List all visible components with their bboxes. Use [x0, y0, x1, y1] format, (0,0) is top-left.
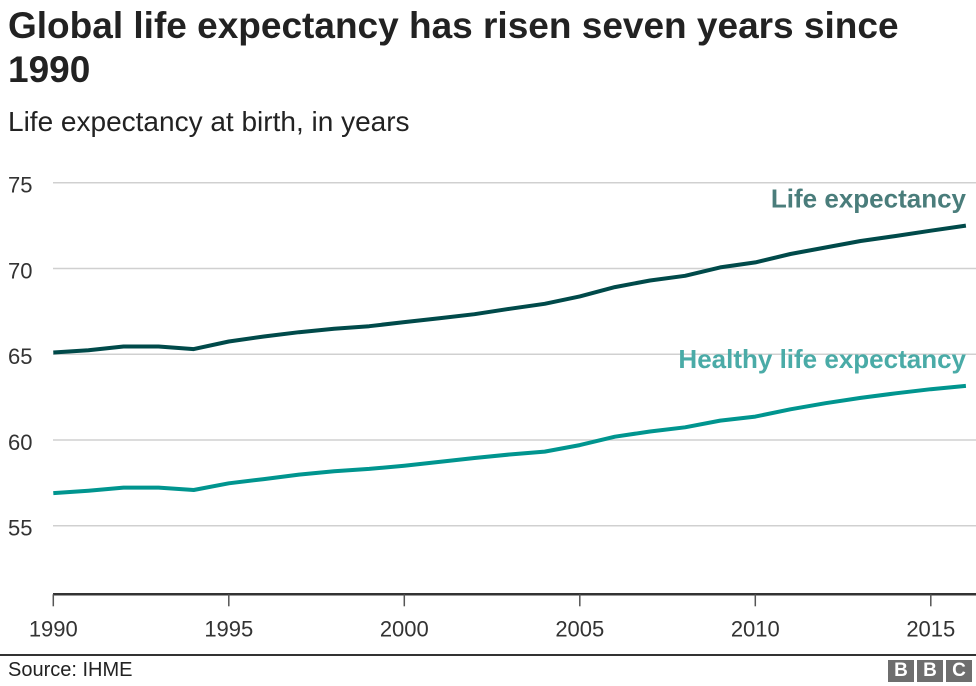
series-label: Healthy life expectancy: [678, 344, 966, 374]
bbc-logo: B B C: [888, 660, 972, 682]
y-tick-label: 70: [8, 258, 32, 283]
chart-subtitle: Life expectancy at birth, in years: [8, 106, 410, 137]
bbc-logo-letter: B: [888, 660, 914, 682]
line-chart: 75 70 65 60 55 1990 1995 2000 2005 2010 2015 Life e…: [8, 173, 976, 641]
bbc-logo-letter: B: [917, 660, 943, 682]
footer-divider: [0, 654, 976, 656]
x-tick-label: 1995: [204, 616, 253, 641]
y-tick-label: 60: [8, 430, 32, 455]
x-tick-label: 2000: [380, 616, 429, 641]
y-tick-label: 65: [8, 344, 32, 369]
series-label: Life expectancy: [771, 184, 967, 214]
chart-title: Global life expectancy has risen seven y…: [8, 5, 899, 90]
bbc-logo-letter: C: [946, 660, 972, 682]
y-tick-label: 75: [8, 173, 32, 198]
series-line-life-expectancy: [53, 223, 967, 355]
x-tick-label: 2015: [906, 616, 955, 641]
y-tick-label: 55: [8, 516, 32, 541]
x-tick-label: 1990: [29, 616, 78, 641]
x-tick-label: 2010: [731, 616, 780, 641]
x-tick-label: 2005: [555, 616, 604, 641]
series-line-healthy-life-expectancy: [53, 383, 967, 496]
source-note: Source: IHME: [8, 659, 133, 681]
